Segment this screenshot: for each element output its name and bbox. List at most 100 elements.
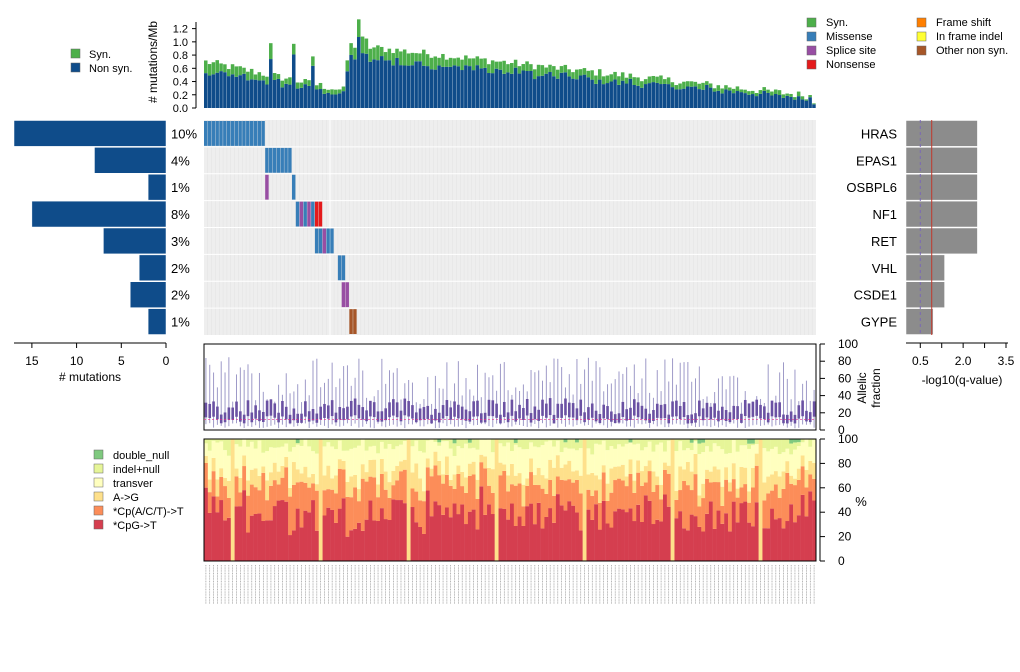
spectrum-segment-transver — [754, 444, 759, 454]
tmb-nonsyn-bar — [536, 76, 541, 108]
af-median-mark — [583, 412, 586, 423]
spectrum-segment-cp-act — [705, 478, 710, 514]
tmb-syn-bar — [663, 79, 667, 84]
spectrum-segment-cpg — [269, 520, 274, 561]
spectrum-segment-a-to-g — [223, 477, 228, 487]
spectrum-bars — [204, 439, 817, 561]
spectrum-segment-cp-act — [701, 498, 706, 532]
tmb-syn-bar — [326, 89, 330, 93]
spectrum-segment-cpg — [536, 502, 541, 561]
spectrum-segment-cpg — [812, 500, 817, 561]
spectrum-segment-cp-act — [422, 501, 427, 534]
tmb-syn-bar — [513, 59, 518, 68]
spectrum-segment-a-to-g — [444, 456, 450, 475]
spectrum-segment-cp-act — [456, 473, 461, 515]
tmb-syn-bar — [475, 56, 480, 66]
tmb-nonsyn-bar — [257, 80, 262, 108]
tmb-nonsyn-bar — [303, 84, 307, 108]
tmb-syn-bar — [288, 77, 292, 85]
gene-count-panel: 15 10 5 0 # mutations — [13, 120, 170, 384]
spectrum-segment-cpg — [510, 503, 515, 561]
spectrum-segment-cp-act — [253, 487, 258, 514]
qvalue-tick-label: 3.5 — [998, 354, 1015, 368]
af-median-mark — [261, 411, 265, 422]
spectrum-segment-indel-null — [464, 439, 469, 444]
spectrum-segment-a-to-g — [295, 469, 300, 483]
spectrum-segment-transver — [269, 447, 274, 473]
spectrum-segment-indel-null — [341, 439, 346, 451]
gene-count-tick-label: 10 — [70, 354, 84, 368]
tmb-nonsyn-bar — [318, 89, 323, 108]
spectrum-segment-cp-act — [291, 484, 297, 531]
spectrum-segment-indel-null — [739, 439, 744, 446]
spectrum-segment-cp-act — [414, 491, 419, 523]
tmb-nonsyn-bar — [211, 74, 216, 108]
spectrum-segment-cpg — [525, 506, 530, 561]
spectrum-segment-cp-act — [789, 483, 794, 505]
spectrum-segment-indel-null — [314, 439, 319, 454]
spectrum-segment-indel-null — [506, 439, 511, 443]
tmb-syn-bar — [747, 91, 751, 95]
spectrum-segment-indel-null — [605, 439, 610, 451]
qvalue-bars — [905, 120, 978, 335]
tmb-syn-bar — [536, 64, 541, 77]
spectrum-segment-transver — [422, 452, 427, 492]
spectrum-segment-cpg — [372, 520, 377, 561]
af-median-mark — [522, 408, 525, 420]
spectrum-segment-a-to-g — [697, 495, 702, 507]
legend-double-null-swatch — [93, 449, 104, 460]
oncoprint-cell-missense — [318, 228, 323, 254]
tmb-nonsyn-bar — [353, 59, 357, 108]
spectrum-segment-a-to-g — [326, 465, 331, 490]
spectrum-segment-a-to-g — [552, 467, 557, 496]
spectrum-segment-cp-act — [597, 502, 603, 530]
tmb-nonsyn-bar — [204, 73, 208, 108]
spectrum-segment-cpg — [586, 509, 591, 561]
spectrum-segment-cp-act — [441, 483, 446, 515]
qvalue-bar — [905, 147, 978, 174]
gene-label: VHL — [872, 261, 897, 276]
oncoprint-cell-missense — [226, 121, 231, 146]
tmb-syn-bar — [414, 53, 418, 62]
spectrum-segment-cpg — [418, 526, 423, 561]
tmb-syn-bar — [731, 88, 736, 94]
tmb-syn-bar — [364, 38, 369, 54]
tmb-syn-bar — [544, 67, 548, 74]
spectrum-segment-indel-null — [640, 439, 645, 451]
spectrum-segment-cpg — [655, 519, 660, 561]
tmb-nonsyn-bar — [613, 79, 617, 108]
tmb-nonsyn-bar — [345, 71, 350, 108]
af-median-mark — [533, 406, 537, 420]
af-median-mark — [705, 402, 709, 418]
af-median-mark — [204, 402, 208, 418]
spectrum-segment-a-to-g — [781, 471, 786, 489]
tmb-nonsyn-bar — [590, 79, 594, 108]
tmb-syn-bar — [716, 85, 721, 91]
af-median-mark — [690, 414, 693, 424]
af-median-mark — [338, 406, 342, 420]
tmb-nonsyn-bar — [383, 60, 388, 108]
af-median-mark — [541, 399, 544, 416]
spectrum-segment-indel-null — [452, 443, 457, 456]
tmb-nonsyn-bar — [494, 68, 499, 108]
spectrum-segment-transver — [334, 449, 339, 476]
legend-cp-act-swatch — [93, 505, 104, 516]
spectrum-segment-a-to-g — [601, 465, 606, 473]
spectrum-segment-a-to-g — [204, 455, 209, 463]
spectrum-segment-a-to-g — [632, 480, 637, 493]
spectrum-segment-cpg — [701, 531, 706, 561]
spectrum-segment-cp-act — [578, 493, 583, 531]
percentage-label: 8% — [171, 207, 190, 222]
spectrum-segment-cp-act — [276, 484, 281, 501]
spectrum-segment-a-to-g — [441, 474, 446, 484]
spectrum-segment-indel-null — [334, 439, 339, 450]
spectrum-segment-cpg — [609, 527, 614, 561]
tmb-syn-bar — [345, 60, 350, 72]
tmb-syn-bar — [739, 89, 744, 93]
spectrum-segment-transver — [697, 454, 702, 496]
spectrum-segment-transver — [750, 445, 756, 469]
tmb-nonsyn-bar — [597, 79, 602, 108]
tmb-nonsyn-bar — [437, 65, 441, 108]
spectrum-segment-cpg — [265, 520, 270, 561]
spectrum-segment-transver — [552, 446, 557, 468]
